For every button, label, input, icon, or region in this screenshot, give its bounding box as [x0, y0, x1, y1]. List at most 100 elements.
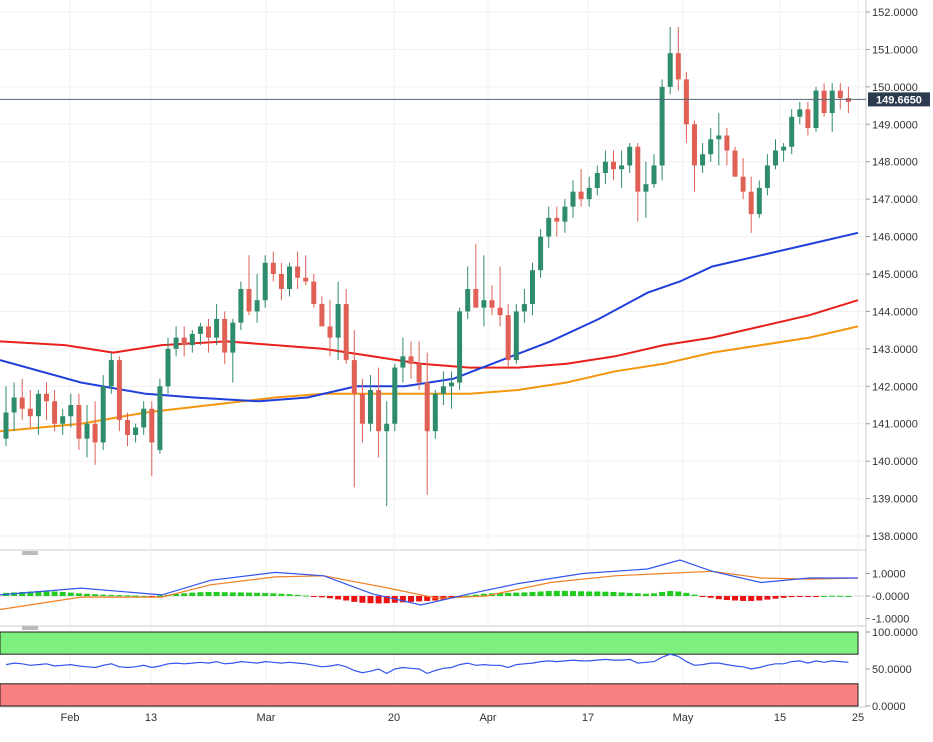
- macd-histogram-bar: [286, 594, 293, 596]
- candle: [489, 285, 495, 316]
- current-price-tag: [868, 92, 930, 107]
- macd-histogram-bar: [578, 591, 585, 596]
- rsi-tick-label: 0.0000: [872, 701, 906, 713]
- candle: [465, 266, 471, 319]
- time-tick-label: 15: [774, 712, 786, 724]
- price-tick-label: 142.0000: [872, 381, 918, 393]
- macd-histogram-bar: [43, 591, 50, 596]
- macd-histogram-bar: [642, 593, 649, 596]
- price-tick-label: 145.0000: [872, 269, 918, 281]
- candle: [481, 255, 487, 327]
- candle: [165, 337, 171, 394]
- price-tick-label: 144.0000: [872, 306, 918, 318]
- candle: [44, 382, 49, 420]
- macd-histogram-bar: [561, 590, 568, 596]
- macd-histogram-bar: [173, 593, 180, 596]
- macd-histogram-bar: [748, 596, 755, 601]
- candle: [432, 390, 438, 439]
- candle: [246, 255, 252, 316]
- macd-histogram-bar: [416, 596, 423, 602]
- rsi-overbought-band: [0, 631, 859, 655]
- time-tick-label: Apr: [479, 712, 496, 724]
- macd-histogram-bar: [780, 596, 787, 598]
- macd-histogram-bar: [237, 592, 244, 596]
- candle: [327, 300, 333, 357]
- time-tick-label: 25: [852, 712, 864, 724]
- candle: [797, 101, 803, 125]
- macd-histogram-bar: [335, 596, 342, 600]
- rsi-tick-label: 50.0000: [872, 664, 912, 676]
- candle: [76, 393, 82, 450]
- candle: [287, 262, 292, 297]
- price-tick-label: 152.0000: [872, 7, 918, 19]
- candle: [3, 386, 9, 447]
- macd-histogram-bar: [829, 595, 836, 597]
- current-price-line: 149.6650: [0, 92, 930, 107]
- candle: [643, 161, 649, 218]
- candle: [270, 251, 276, 282]
- macd-pane-handle[interactable]: [22, 551, 38, 555]
- candle: [222, 311, 228, 364]
- macd-histogram-bar: [699, 596, 706, 597]
- macd-histogram-bar: [75, 593, 82, 596]
- ma-orange-line: [0, 325, 859, 433]
- rsi-oversold-band: [0, 683, 859, 707]
- macd-histogram-bar: [610, 591, 617, 596]
- candle: [197, 322, 203, 346]
- macd-histogram-bar: [327, 596, 333, 599]
- candle: [19, 378, 25, 420]
- macd-histogram-bar: [675, 591, 682, 596]
- price-tick-label: 140.0000: [872, 456, 918, 468]
- macd-histogram-bar: [505, 592, 512, 596]
- candle: [513, 303, 519, 364]
- candle: [60, 408, 66, 435]
- macd-histogram-bar: [35, 591, 42, 596]
- ma-blue-line: [0, 231, 859, 403]
- macd-histogram-bar: [497, 593, 504, 596]
- price-tick-label: 149.0000: [872, 119, 918, 131]
- candle: [505, 303, 511, 368]
- candle: [351, 330, 357, 488]
- macd-histogram-bar: [27, 591, 34, 596]
- candle: [384, 401, 390, 507]
- candle: [675, 26, 681, 91]
- candle: [748, 176, 754, 233]
- rsi-tick-label: 100.0000: [872, 627, 918, 639]
- candle: [359, 378, 365, 443]
- candle: [11, 382, 17, 432]
- macd-histogram-bar: [100, 594, 107, 596]
- macd-histogram-bar: [521, 592, 528, 596]
- macd-histogram-bar: [19, 591, 26, 596]
- macd-histogram-bar: [359, 596, 366, 603]
- macd-histogram-bar: [691, 594, 698, 596]
- macd-histogram-bar: [278, 593, 285, 596]
- candle: [230, 318, 236, 383]
- price-tick-label: 146.0000: [872, 232, 918, 244]
- rsi-line: [5, 653, 849, 675]
- candle: [319, 296, 325, 327]
- macd-histogram-bar: [213, 591, 220, 596]
- macd-histogram-bar: [124, 595, 131, 597]
- candle: [27, 390, 33, 428]
- macd-histogram-bar: [813, 596, 819, 597]
- candle: [521, 288, 527, 323]
- candle: [740, 157, 746, 200]
- macd-histogram-bar: [837, 595, 844, 597]
- candle: [789, 109, 795, 155]
- macd-histogram-bar: [375, 596, 382, 604]
- candle: [651, 154, 657, 188]
- rsi-pane-handle[interactable]: [22, 626, 38, 630]
- candle: [773, 139, 778, 170]
- candle: [627, 143, 633, 173]
- moving-averages: [0, 231, 859, 433]
- grid: [0, 0, 867, 708]
- macd-histogram-bar: [586, 591, 593, 596]
- candle: [173, 326, 179, 357]
- macd-histogram-bar: [788, 596, 795, 598]
- candle: [52, 390, 58, 432]
- macd-tick-label: 1.0000: [872, 569, 906, 581]
- candle: [368, 375, 373, 432]
- candle: [68, 393, 74, 428]
- candle: [724, 128, 730, 166]
